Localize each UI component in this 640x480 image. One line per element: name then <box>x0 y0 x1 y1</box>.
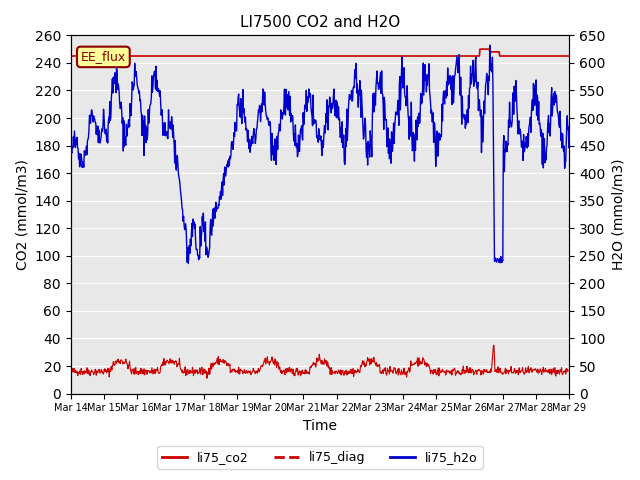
Y-axis label: H2O (mmol/m3): H2O (mmol/m3) <box>611 159 625 270</box>
Text: EE_flux: EE_flux <box>81 50 126 63</box>
X-axis label: Time: Time <box>303 419 337 433</box>
Title: LI7500 CO2 and H2O: LI7500 CO2 and H2O <box>240 15 400 30</box>
Y-axis label: CO2 (mmol/m3): CO2 (mmol/m3) <box>15 159 29 270</box>
Legend: li75_co2, li75_diag, li75_h2o: li75_co2, li75_diag, li75_h2o <box>157 446 483 469</box>
